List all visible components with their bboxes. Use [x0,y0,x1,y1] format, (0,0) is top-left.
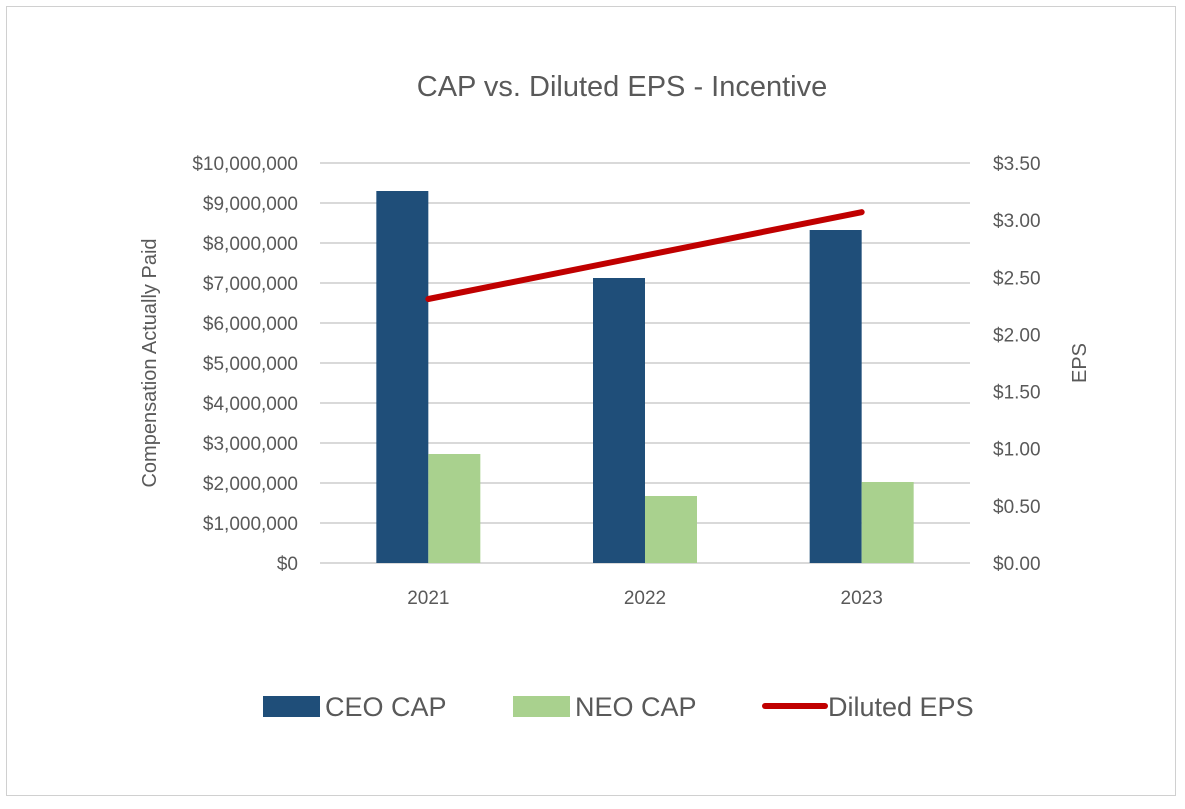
y-tick-label: $2,000,000 [203,474,298,495]
legend-label: NEO CAP [575,692,697,722]
y-tick-label: $7,000,000 [203,274,298,295]
y2-tick-label: $0.50 [993,497,1041,518]
legend: CEO CAP NEO CAP Diluted EPS [263,692,974,722]
y-tick-label: $4,000,000 [203,394,298,415]
x-tick-label: 2022 [624,588,666,609]
y-axis-label: Compensation Actually Paid [139,238,161,487]
y-tick-label: $1,000,000 [203,514,298,535]
y-tick-label: $8,000,000 [203,234,298,255]
bar-neo-cap [861,482,914,563]
chart-frame [6,6,1176,796]
x-tick-label: 2021 [407,588,449,609]
y2-tick-label: $3.00 [993,211,1041,232]
legend-swatch [263,696,320,717]
line-diluted-eps [425,209,865,302]
bar-neo-cap [645,496,697,563]
y-tick-label: $5,000,000 [203,354,298,375]
x-tick-label: 2023 [841,588,883,609]
chart-title: CAP vs. Diluted EPS - Incentive [417,71,827,103]
y-tick-label: $9,000,000 [203,194,298,215]
y2-tick-label: $1.50 [993,383,1041,404]
y-tick-label: $0 [277,554,298,575]
y-tick-label: $10,000,000 [192,154,298,175]
y2-tick-label: $3.50 [993,154,1041,175]
bar-neo-cap [428,454,481,563]
y2-tick-label: $2.50 [993,268,1041,289]
bar-ceo-cap [809,230,862,563]
legend-label: CEO CAP [325,692,447,722]
bar-ceo-cap [376,191,429,563]
y-tick-label: $3,000,000 [203,434,298,455]
legend-swatch [513,696,570,717]
y2-tick-label: $0.00 [993,554,1041,575]
y2-tick-label: $1.00 [993,440,1041,461]
bar-ceo-cap [593,278,645,563]
y-tick-label: $6,000,000 [203,314,298,335]
y2-axis-label: EPS [1069,343,1091,383]
y2-tick-label: $2.00 [993,325,1041,346]
legend-label: Diluted EPS [828,692,974,722]
